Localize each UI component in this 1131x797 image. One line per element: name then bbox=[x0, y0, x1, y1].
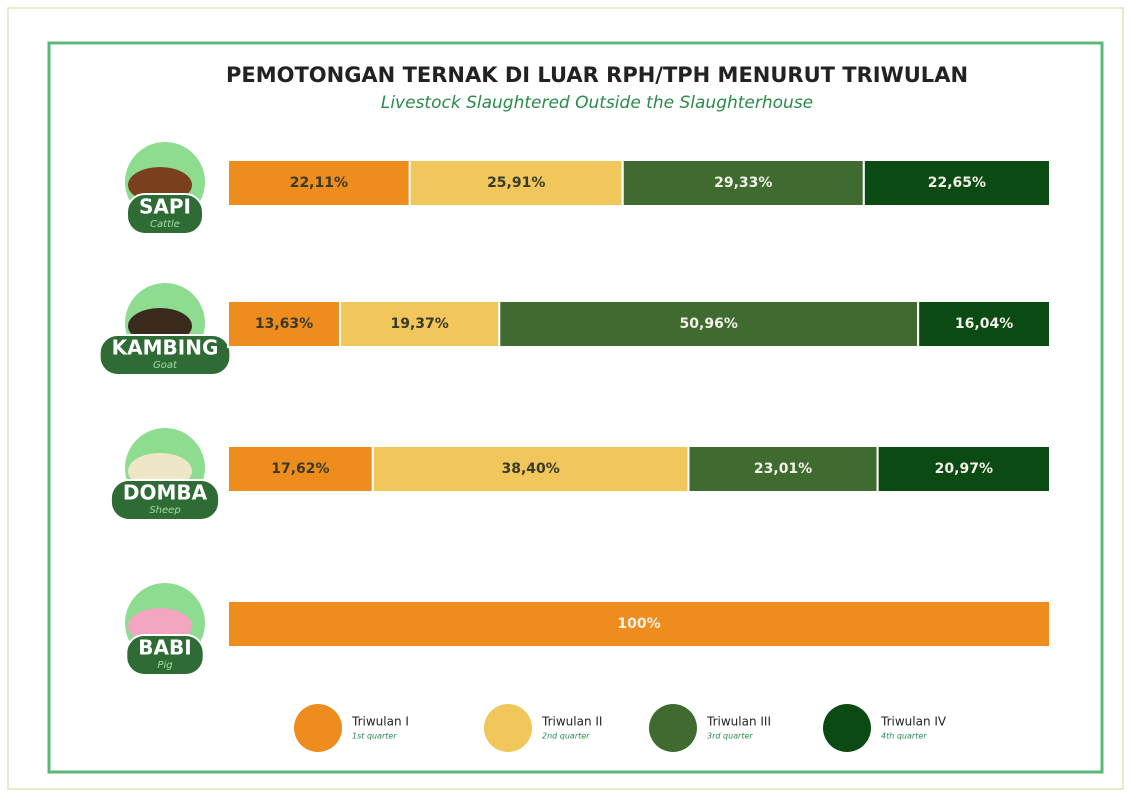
value-label: 25,91% bbox=[487, 175, 545, 191]
value-label: 50,96% bbox=[680, 316, 738, 332]
chart-frame bbox=[47, 41, 1104, 774]
category-pill bbox=[109, 479, 221, 521]
category-label: BABI bbox=[138, 636, 191, 660]
value-label: 13,63% bbox=[255, 316, 313, 332]
value-label: 22,65% bbox=[928, 175, 986, 191]
bar bbox=[687, 445, 879, 493]
category-pill bbox=[126, 193, 204, 235]
legend-sublabel: 3rd quarter bbox=[707, 732, 753, 741]
legend-sublabel: 4th quarter bbox=[881, 732, 927, 741]
legend-swatch bbox=[823, 704, 871, 752]
legend-label: Triwulan III bbox=[706, 715, 771, 729]
value-label: 22,11% bbox=[290, 175, 348, 191]
category-subtitle: Cattle bbox=[150, 219, 180, 230]
page-frame bbox=[7, 7, 1124, 790]
category-subtitle: Sheep bbox=[149, 505, 180, 516]
legend-swatch bbox=[294, 704, 342, 752]
chart-title: PEMOTONGAN TERNAK DI LUAR RPH/TPH MENURU… bbox=[226, 63, 968, 87]
bar bbox=[371, 445, 690, 493]
bar bbox=[876, 445, 1051, 493]
chart-subtitle: Livestock Slaughtered Outside the Slaugh… bbox=[381, 93, 813, 113]
bar bbox=[227, 445, 374, 493]
value-label: 20,97% bbox=[935, 461, 993, 477]
value-label: 16,04% bbox=[955, 316, 1013, 332]
legend-swatch bbox=[484, 704, 532, 752]
category-pill bbox=[125, 634, 205, 676]
category-label: DOMBA bbox=[123, 481, 208, 505]
bar bbox=[408, 159, 624, 207]
value-label: 17,62% bbox=[271, 461, 329, 477]
category-subtitle: Pig bbox=[157, 660, 172, 671]
category-pill bbox=[98, 334, 232, 376]
value-label: 29,33% bbox=[714, 175, 772, 191]
bar bbox=[339, 300, 501, 348]
category-label: KAMBING bbox=[112, 336, 219, 360]
value-label: 19,37% bbox=[390, 316, 448, 332]
legend-label: Triwulan II bbox=[541, 715, 602, 729]
legend-label: Triwulan I bbox=[351, 715, 409, 729]
category-subtitle: Goat bbox=[153, 360, 178, 371]
value-label: 38,40% bbox=[502, 461, 560, 477]
legend-sublabel: 1st quarter bbox=[352, 732, 397, 741]
legend-swatch bbox=[649, 704, 697, 752]
bar bbox=[917, 300, 1051, 348]
bar bbox=[621, 159, 865, 207]
legend-sublabel: 2nd quarter bbox=[542, 732, 590, 741]
value-label: 100% bbox=[617, 616, 660, 632]
bar bbox=[498, 300, 920, 348]
bar bbox=[227, 600, 1051, 648]
legend-label: Triwulan IV bbox=[880, 715, 947, 729]
category-label: SAPI bbox=[139, 195, 191, 219]
bar bbox=[862, 159, 1052, 207]
value-label: 23,01% bbox=[754, 461, 812, 477]
